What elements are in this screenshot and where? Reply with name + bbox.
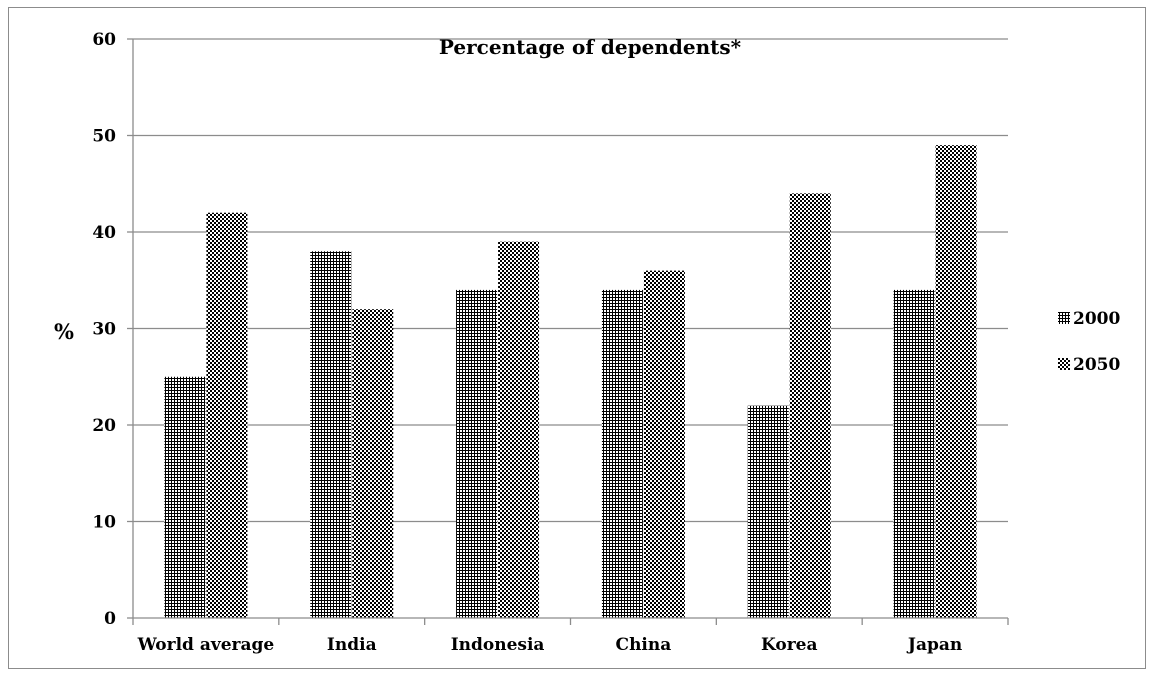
legend-swatch-2000 — [1058, 312, 1070, 324]
x-tick-label: Japan — [906, 635, 962, 655]
bar-2050-world-average — [206, 212, 248, 618]
bar-2000-india — [310, 251, 352, 619]
bar-2050-indonesia — [498, 241, 540, 618]
bar-2050-india — [352, 309, 394, 618]
legend: 2000 2050 — [1058, 309, 1120, 375]
chart-frame — [8, 7, 1146, 669]
legend-swatch-2050 — [1058, 358, 1070, 370]
bar-2000-indonesia — [456, 289, 498, 618]
bars — [164, 145, 977, 619]
legend-label-2050: 2050 — [1073, 355, 1120, 375]
axes — [127, 38, 1009, 625]
y-axis-label: % — [54, 319, 74, 344]
gridlines — [133, 38, 1008, 523]
y-tick-label: 10 — [92, 513, 116, 533]
x-tick-label: China — [616, 635, 672, 655]
y-tick-label: 60 — [92, 30, 116, 50]
bar-2000-japan — [893, 289, 935, 618]
y-tick-label: 40 — [92, 223, 116, 243]
chart-title: Percentage of dependents* — [439, 35, 742, 59]
x-tick-label: World average — [137, 635, 275, 655]
bar-2050-china — [643, 270, 685, 618]
x-tick-label: India — [327, 635, 377, 655]
y-tick-label: 30 — [92, 320, 116, 340]
bar-2000-korea — [747, 405, 789, 618]
x-tick-label: Korea — [761, 635, 818, 655]
tick-labels: 0 10 20 30 40 50 60 World average India Indonesia… — [92, 30, 962, 655]
bar-2000-china — [601, 289, 643, 618]
bar-2050-korea — [789, 193, 831, 618]
x-tick-label: Indonesia — [451, 635, 545, 655]
bar-2000-world-average — [164, 376, 206, 618]
y-tick-label: 0 — [104, 609, 116, 629]
bar-2050-japan — [935, 145, 977, 618]
y-tick-label: 50 — [92, 127, 116, 147]
y-tick-label: 20 — [92, 416, 116, 436]
legend-label-2000: 2000 — [1073, 309, 1120, 329]
